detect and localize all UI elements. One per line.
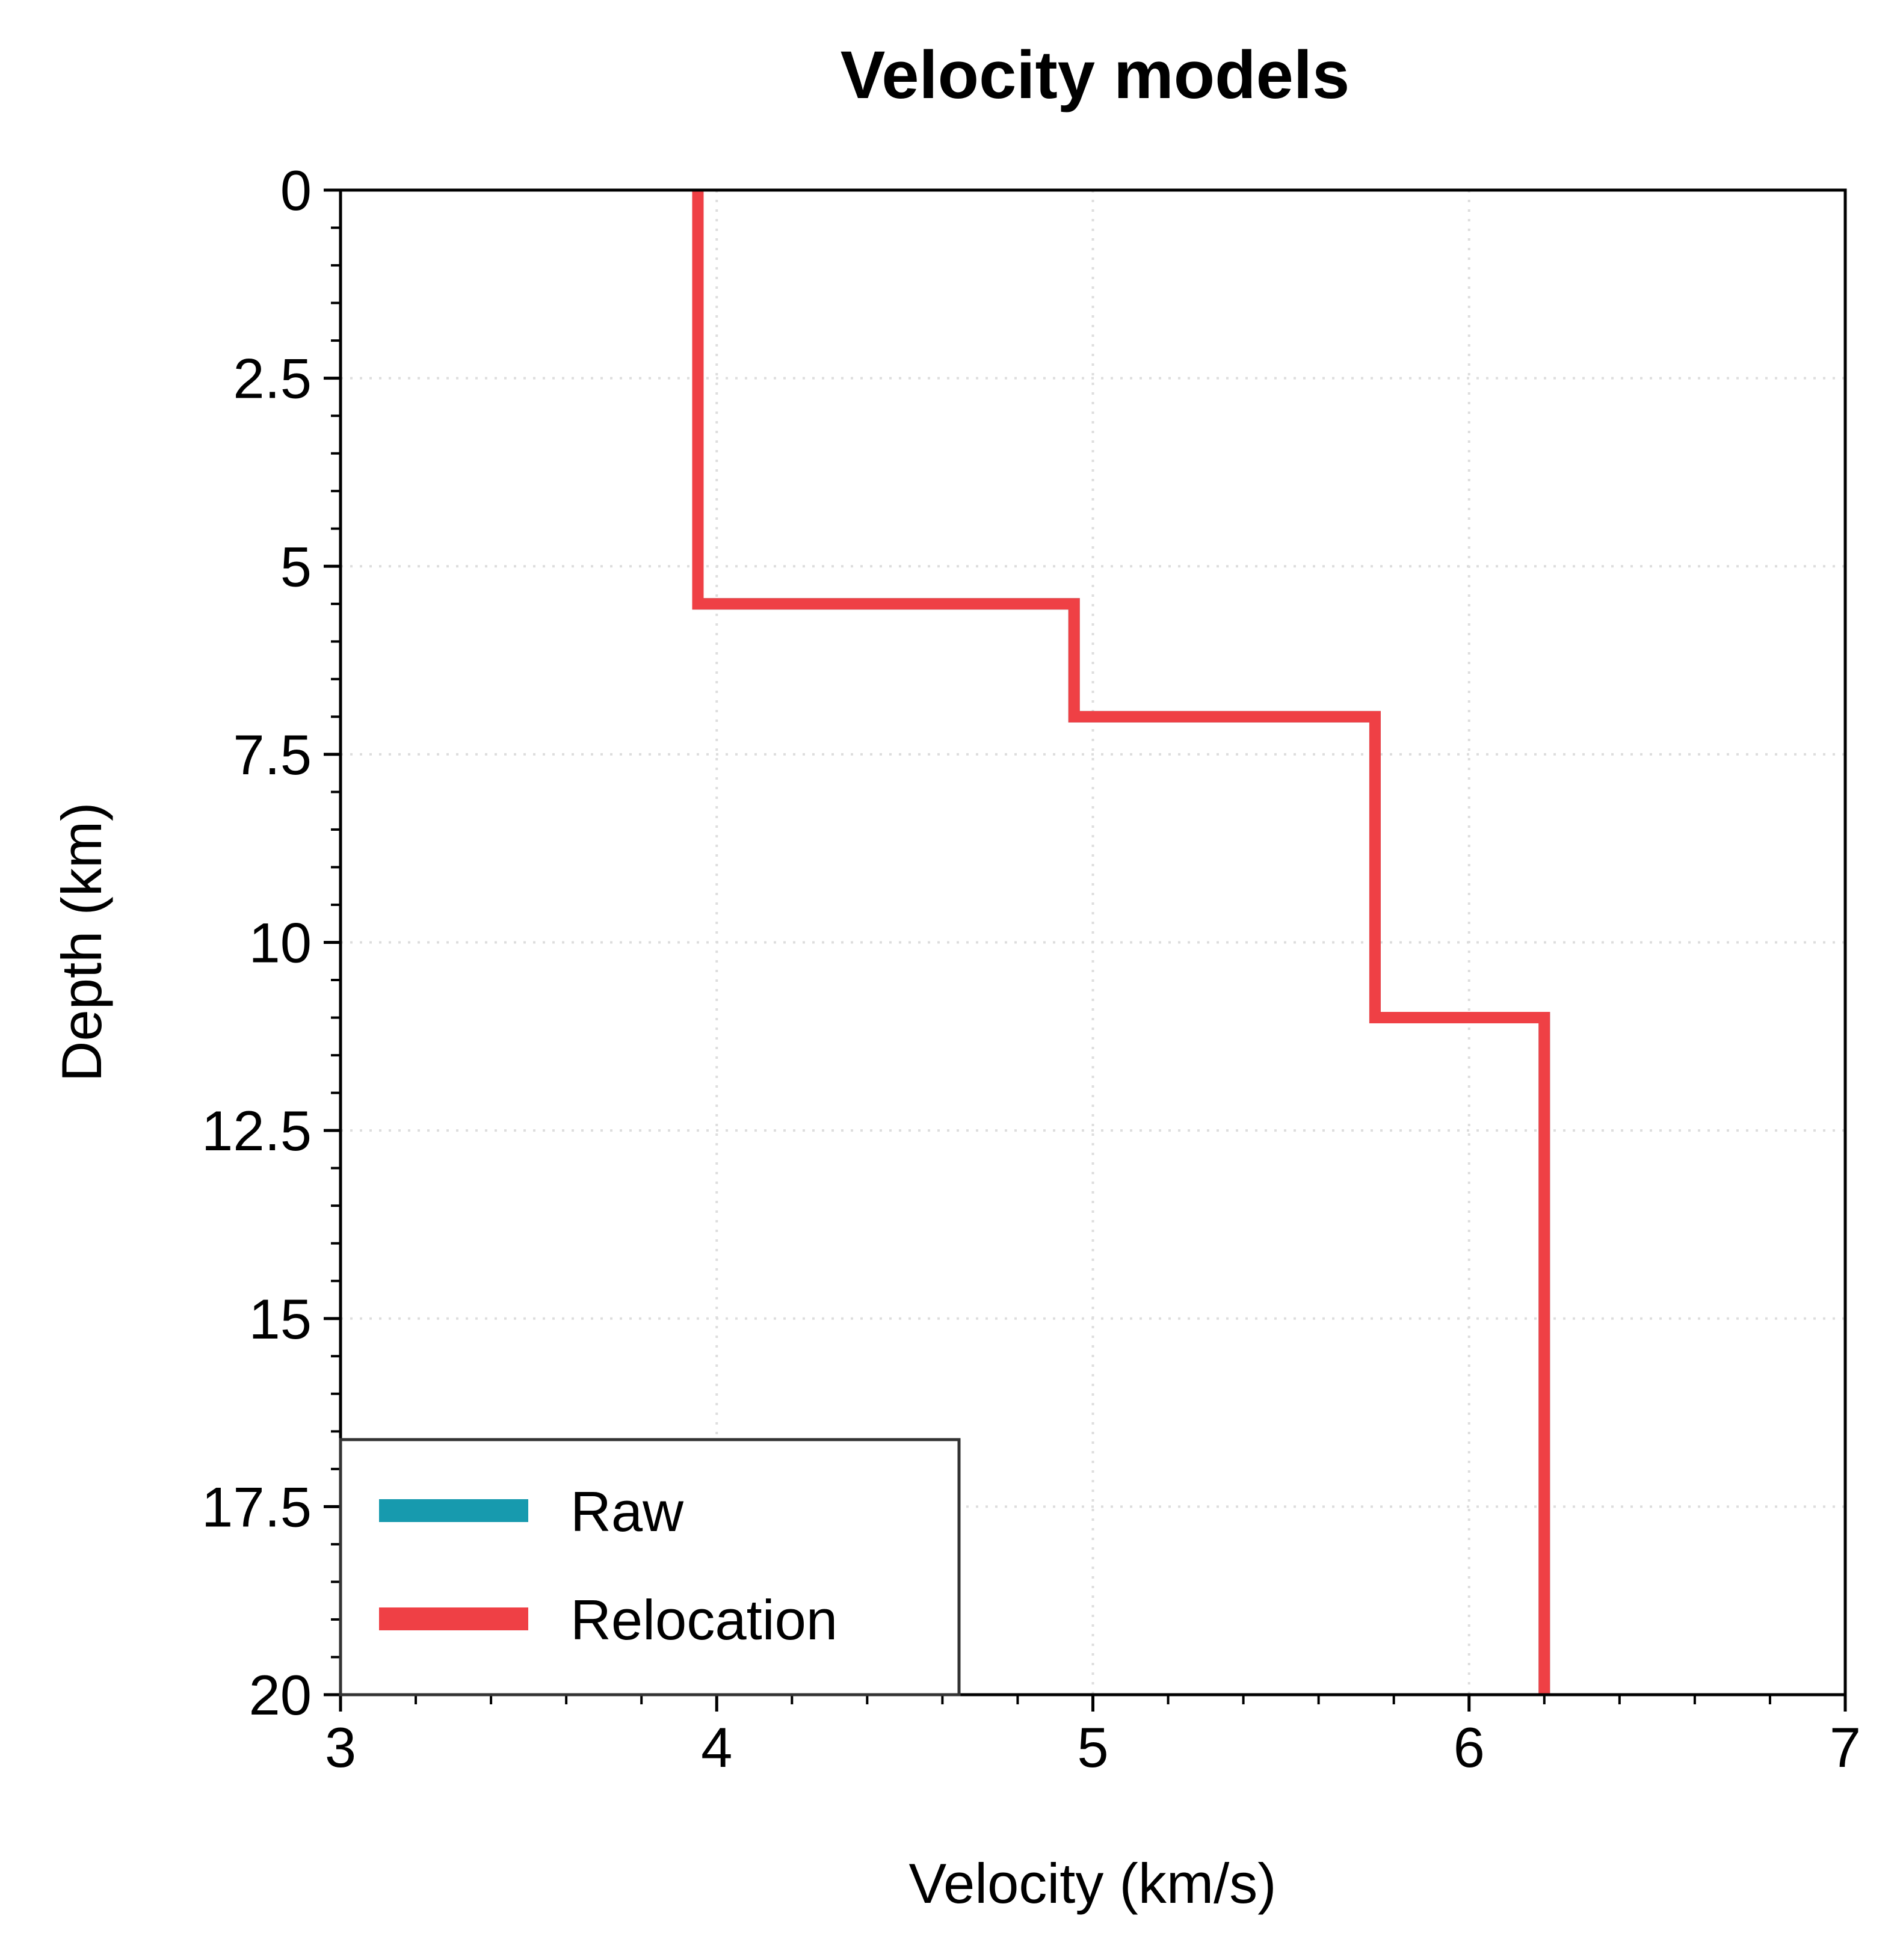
- x-tick-label: 5: [1077, 1716, 1108, 1779]
- y-tick-label: 20: [248, 1663, 312, 1727]
- y-tick-label: 12.5: [202, 1099, 312, 1162]
- y-tick-label: 15: [248, 1287, 312, 1351]
- series-lines: [692, 190, 1550, 1695]
- y-tick-label: 0: [280, 159, 312, 222]
- chart-title: Velocity models: [840, 37, 1350, 112]
- y-tick-label: 5: [280, 535, 312, 598]
- y-tick-label: 7.5: [233, 723, 312, 786]
- x-tick-label: 6: [1454, 1716, 1485, 1779]
- legend-label-relocation: Relocation: [570, 1588, 837, 1651]
- x-tick-label: 3: [325, 1716, 356, 1779]
- x-tick-label: 4: [701, 1716, 732, 1779]
- series-line-relocation: [692, 190, 1550, 1695]
- x-axis-label: Velocity (km/s): [908, 1852, 1276, 1915]
- x-tick-label: 7: [1830, 1716, 1861, 1779]
- legend-box: [339, 1438, 961, 1697]
- y-tick-label: 17.5: [202, 1475, 312, 1538]
- legend: Raw Relocation: [339, 1438, 961, 1697]
- y-tick-label: 10: [248, 911, 312, 975]
- y-tick-label: 2.5: [233, 347, 312, 410]
- y-axis-label: Depth (km): [50, 803, 113, 1082]
- axis-ticks: 3 4 5 6 7 0 2.5 5 7.5 10 12.5 15 17.5 20: [202, 159, 1861, 1779]
- legend-label-raw: Raw: [570, 1480, 684, 1543]
